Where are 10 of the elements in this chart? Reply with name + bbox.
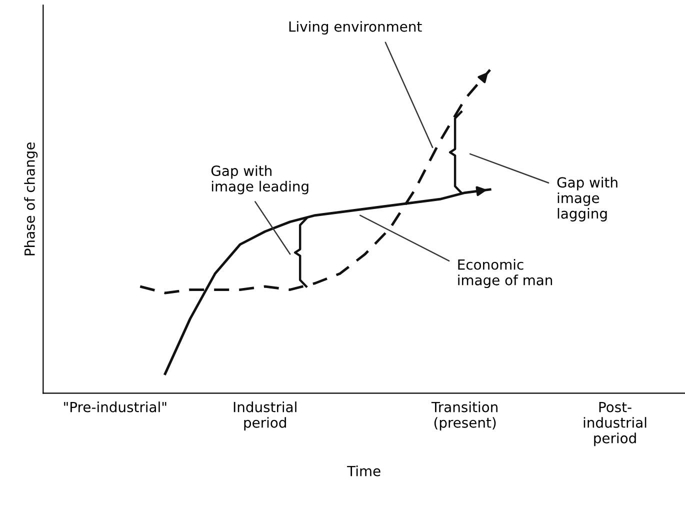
y-axis-title: Phase of change — [24, 142, 38, 256]
x-tick-label: Industrial period — [234, 402, 296, 431]
x-tick-label: "Pre-industrial" — [64, 402, 166, 412]
x-tick-label: Transition (present) — [431, 402, 498, 431]
x-tick-label: Post- industrial period — [584, 402, 646, 446]
x-axis-title: Time — [347, 466, 380, 476]
annotation: Gap with image lagging — [557, 176, 618, 222]
text: Living environment — [289, 21, 422, 35]
annotation: Economic image of man — [458, 259, 552, 288]
annotation: Gap with image leading — [211, 165, 308, 194]
